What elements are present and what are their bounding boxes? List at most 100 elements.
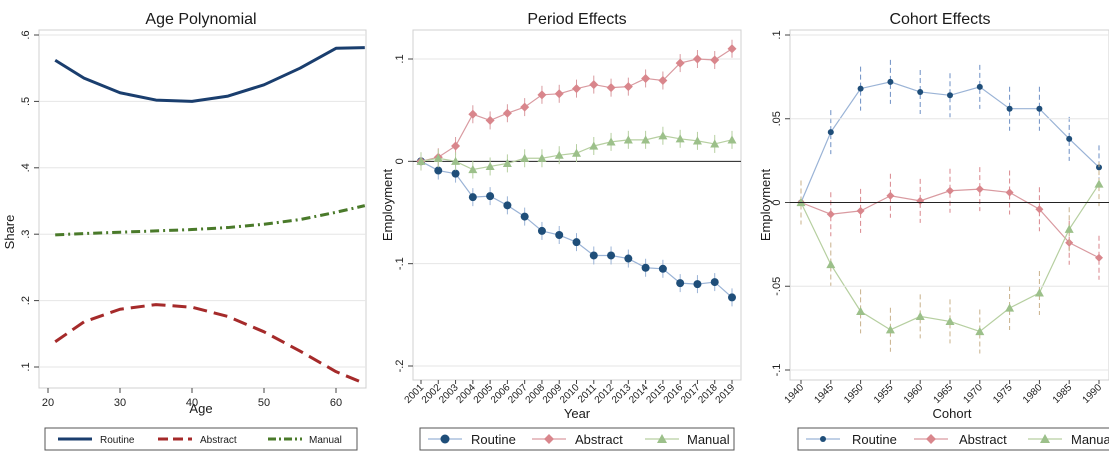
legend1-abstract-label: Abstract [200,435,237,446]
panel3-point-manual [915,311,925,320]
panel1-xtick-label: 20 [42,397,54,409]
panel3-point-routine [1096,164,1102,171]
panel3-ytick-label: .1 [771,30,783,39]
panel1-xtick-label: 30 [114,397,126,409]
legend-cohort: Routine Abstract Manual [797,427,1109,451]
panel3-point-manual [945,316,955,326]
panel3-point-routine [1006,105,1013,112]
panel2-point-manual [485,161,495,171]
panel2-point-abstract [554,89,564,99]
panel3-point-manual [826,259,836,269]
panel2-point-routine [728,293,736,302]
legend2-abstract-marker [544,434,554,444]
panel2-point-abstract [606,83,616,93]
panel2-point-routine [451,169,460,178]
legend1-routine-label: Routine [100,435,135,446]
panel3-point-manual [1094,179,1104,188]
panel2-point-abstract [520,102,530,112]
panel2-ytick-label: 0 [394,158,406,164]
panel2-point-manual [433,153,443,162]
panel2-point-abstract [589,80,599,90]
legend3-routine-marker [820,436,826,442]
panel3-point-abstract [826,210,835,219]
panel3-point-manual [856,306,866,315]
panel2-point-abstract [537,90,547,100]
legend2-routine-label: Routine [471,432,516,447]
panel3-ytick-label: -.05 [771,277,783,296]
panel2-point-abstract [641,73,651,83]
panel3-point-abstract [946,186,954,195]
panel3-ylabel: Employment [758,168,773,241]
legend3-manual-marker [1040,434,1050,443]
panel3-point-abstract [1005,188,1014,197]
panel3-point-abstract [1035,205,1044,214]
panel1-ytick-label: .2 [20,296,32,305]
panel2-point-abstract [675,58,685,68]
panel2-point-manual [502,158,512,167]
panel2-point-routine [486,192,495,201]
panel2-point-manual [606,137,616,146]
panel2-ytick-label: .1 [394,54,406,63]
panel2-point-manual [692,136,702,145]
panel3-point-abstract [886,191,895,200]
panel2-point-routine [468,193,477,202]
panel2-title: Period Effects [527,11,626,28]
legend2-routine-marker [440,434,450,444]
panel3-point-routine [887,78,894,85]
panel2-point-abstract [572,84,581,94]
panel2-point-manual [520,153,530,162]
panel2-point-routine [503,201,512,210]
panel2-point-routine [434,166,443,175]
panel2-point-manual [451,156,461,165]
panel2-point-routine [641,263,650,272]
panel2-point-abstract [658,75,668,85]
panel3-point-routine [1036,105,1043,112]
legend-period: Routine Abstract Manual [419,427,735,451]
legend3-manual-label: Manual [1071,432,1109,447]
panel2-point-manual [589,141,599,150]
panel2-point-routine [710,278,719,287]
panel3-point-routine [1066,135,1073,142]
panel3-point-routine [947,92,953,99]
panel2-point-routine [658,264,667,273]
panel2-point-routine [572,238,581,247]
panel3-ytick-label: 0 [771,199,783,205]
legend2-abstract-label: Abstract [575,432,623,447]
panel2-point-manual [727,135,737,144]
panel3-point-routine [827,129,834,136]
panel2-point-abstract [451,141,461,151]
panel3-point-manual [975,326,985,336]
panel3-ytick-label: .05 [771,111,783,126]
panel3-point-abstract [1095,253,1103,262]
panel2-point-abstract [727,44,737,54]
panel1-ytick-label: .4 [20,163,32,172]
panel2-point-abstract [485,115,495,125]
panel2-point-routine [555,231,564,240]
panel2-point-manual [710,139,720,148]
panel3-title: Cohort Effects [889,11,990,28]
panel2-point-manual [658,131,668,140]
panel1-series-manual [55,204,366,237]
panel3-ytick-label: -.1 [771,364,783,377]
panel2-ytick-label: -.1 [394,257,406,270]
legend2-manual-label: Manual [687,432,730,447]
panel2-point-routine [676,279,685,288]
panel3-point-routine [917,88,924,95]
legend1-manual-label: Manual [309,435,342,446]
panel2-point-routine [589,251,598,260]
panel2-point-abstract [710,55,720,65]
legend3-routine-label: Routine [852,432,897,447]
panel1-xtick-label: 60 [330,397,342,409]
panel2-point-routine [607,251,616,260]
panel2-point-abstract [623,82,633,92]
panel1-ytick-label: .5 [20,97,32,106]
panel1-xlabel: Age [189,401,212,416]
panel3-point-abstract [856,206,865,215]
panel2-xlabel: Year [564,406,591,421]
panel2-point-abstract [692,54,702,64]
panel3-point-routine [857,85,864,92]
legend3-abstract-marker [926,434,936,444]
legend2-manual-marker [657,434,667,443]
